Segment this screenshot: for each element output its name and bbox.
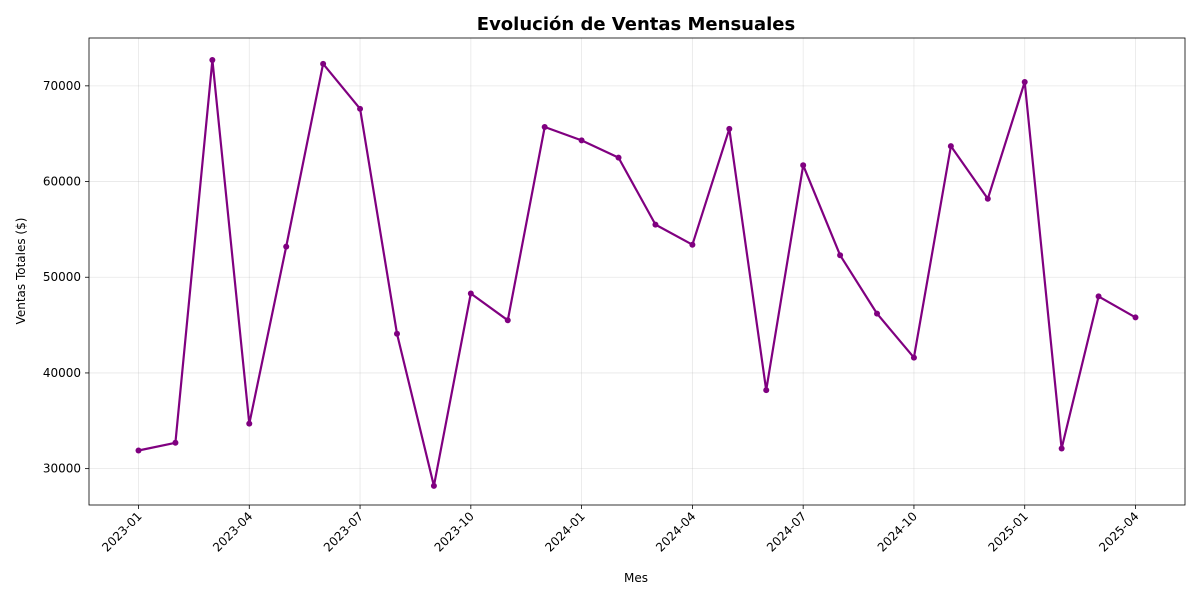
data-point xyxy=(1058,445,1065,452)
data-point xyxy=(984,195,991,202)
data-point xyxy=(763,387,770,394)
data-point xyxy=(1132,314,1139,321)
x-axis-label: Mes xyxy=(624,571,648,585)
data-point xyxy=(320,60,327,67)
y-tick-label: 50000 xyxy=(43,270,81,284)
y-axis-label: Ventas Totales ($) xyxy=(14,218,28,325)
grid-layer xyxy=(89,38,1185,505)
data-point xyxy=(283,243,290,250)
data-point xyxy=(947,143,954,150)
data-point xyxy=(726,125,733,132)
chart-title: Evolución de Ventas Mensuales xyxy=(477,14,795,35)
data-point xyxy=(874,310,881,317)
y-tick-label: 70000 xyxy=(43,79,81,93)
data-point xyxy=(504,317,511,324)
data-point xyxy=(837,252,844,259)
data-point xyxy=(246,420,253,427)
data-point xyxy=(541,123,548,130)
data-point xyxy=(910,354,917,361)
y-tick-label: 40000 xyxy=(43,366,81,380)
y-tick-label: 30000 xyxy=(43,462,81,476)
data-point xyxy=(172,439,179,446)
data-point xyxy=(689,241,696,248)
data-point xyxy=(615,154,622,161)
data-point xyxy=(135,447,142,454)
y-tick-label: 60000 xyxy=(43,175,81,189)
data-point xyxy=(578,137,585,144)
sales-series-line xyxy=(137,58,1137,487)
data-point xyxy=(1095,293,1102,300)
data-point xyxy=(1021,79,1028,86)
data-point xyxy=(357,105,364,112)
data-point xyxy=(209,57,216,64)
data-point xyxy=(393,330,400,337)
data-point xyxy=(467,290,474,297)
series-layer xyxy=(135,57,1139,489)
plot-frame xyxy=(88,37,1186,506)
data-point xyxy=(652,221,659,228)
data-point xyxy=(430,482,437,489)
data-point xyxy=(800,162,807,169)
